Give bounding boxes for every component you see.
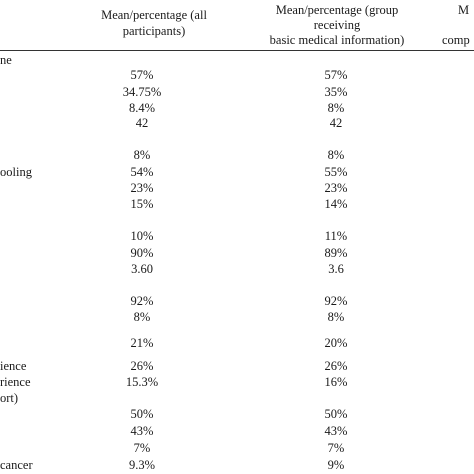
cell-all-participants: 9.3% xyxy=(128,458,156,472)
cell-all-participants: 23% xyxy=(130,181,154,195)
cell-all-participants: 43% xyxy=(130,424,154,438)
header-col3-line1: M xyxy=(458,3,470,17)
cell-basic-info-group: 8% xyxy=(327,148,345,162)
cell-basic-info-group: 14% xyxy=(324,197,348,211)
header-rule xyxy=(0,50,474,51)
row-label: ooling xyxy=(0,165,32,179)
row-label: ne xyxy=(0,53,12,67)
cell-all-participants: 42 xyxy=(135,116,149,130)
cell-all-participants: 90% xyxy=(130,246,154,260)
cell-all-participants: 8.4% xyxy=(128,101,156,115)
cell-basic-info-group: 57% xyxy=(324,68,348,82)
header-col2-line3: basic medical information) xyxy=(269,33,405,47)
cell-basic-info-group: 89% xyxy=(324,246,348,260)
cell-basic-info-group: 43% xyxy=(324,424,348,438)
header-col2-line2: receiving xyxy=(313,18,361,32)
cell-basic-info-group: 23% xyxy=(324,181,348,195)
cell-basic-info-group: 11% xyxy=(324,229,348,243)
cell-all-participants: 57% xyxy=(130,68,154,82)
cell-all-participants: 8% xyxy=(133,148,151,162)
row-label: ort) xyxy=(0,391,19,405)
cell-all-participants: 7% xyxy=(133,441,151,455)
cell-basic-info-group: 9% xyxy=(327,458,345,472)
cell-all-participants: 34.75% xyxy=(122,85,162,99)
header-col3-line2: comp xyxy=(442,33,470,47)
header-col1-line2: participants) xyxy=(122,24,186,38)
cell-basic-info-group: 26% xyxy=(324,359,348,373)
cell-all-participants: 50% xyxy=(130,407,154,421)
row-label: ience xyxy=(0,359,27,373)
cell-all-participants: 92% xyxy=(130,294,154,308)
cell-basic-info-group: 8% xyxy=(327,101,345,115)
cell-basic-info-group: 3.6 xyxy=(328,262,344,276)
cell-all-participants: 10% xyxy=(130,229,154,243)
row-label: rience xyxy=(0,375,31,389)
cell-basic-info-group: 8% xyxy=(327,310,345,324)
cell-all-participants: 26% xyxy=(130,359,154,373)
cell-basic-info-group: 55% xyxy=(324,165,348,179)
cell-all-participants: 3.60 xyxy=(131,262,153,276)
header-col1-line1: Mean/percentage (all xyxy=(101,8,207,22)
cell-basic-info-group: 7% xyxy=(327,441,345,455)
cell-all-participants: 21% xyxy=(130,336,154,350)
cell-all-participants: 15.3% xyxy=(125,375,159,389)
header-col2-line1: Mean/percentage (group xyxy=(275,3,399,17)
cell-basic-info-group: 92% xyxy=(324,294,348,308)
cell-all-participants: 15% xyxy=(130,197,154,211)
cell-basic-info-group: 50% xyxy=(324,407,348,421)
cell-basic-info-group: 42 xyxy=(329,116,343,130)
cell-basic-info-group: 20% xyxy=(324,336,348,350)
cell-all-participants: 54% xyxy=(130,165,154,179)
cell-basic-info-group: 35% xyxy=(324,85,348,99)
row-label: cancer xyxy=(0,458,33,472)
cell-basic-info-group: 16% xyxy=(324,375,348,389)
cell-all-participants: 8% xyxy=(133,310,151,324)
